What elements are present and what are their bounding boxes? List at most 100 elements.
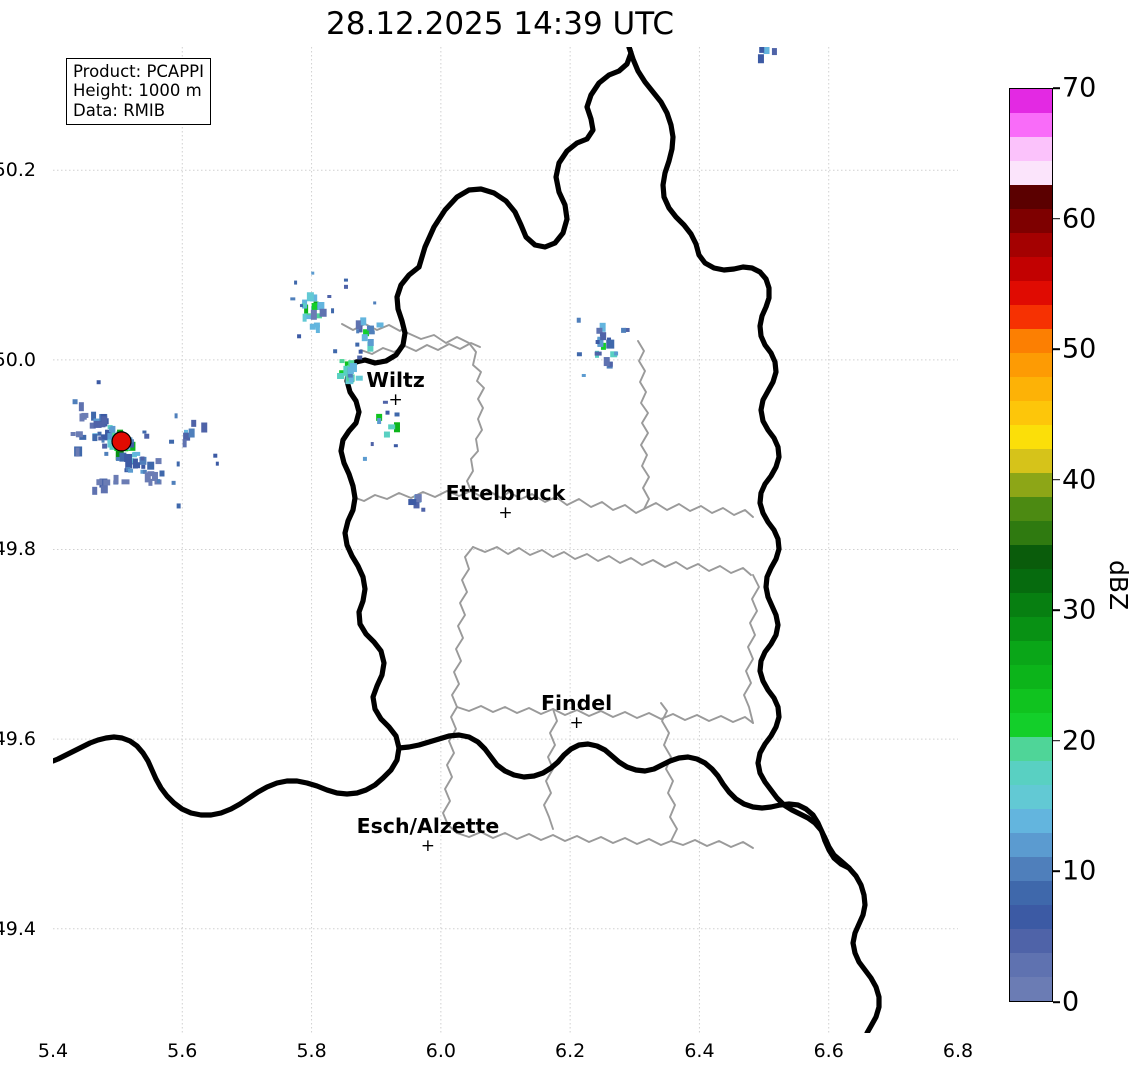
echo-pixel xyxy=(147,471,155,477)
echo-pixel xyxy=(606,339,615,349)
echo-pixel xyxy=(311,303,320,311)
colorbar-band xyxy=(1010,137,1052,161)
echo-pixel xyxy=(348,375,354,383)
echo-pixel xyxy=(100,485,108,494)
echo-pixel xyxy=(306,315,312,320)
city-marker-icon: + xyxy=(420,835,436,856)
colorbar-tickmark xyxy=(1053,1001,1060,1003)
city-label-wiltz: Wiltz + xyxy=(366,368,424,411)
colorbar-tickmark xyxy=(1053,740,1060,742)
y-axis-labels: 49.4 49.6 49.8 50.0 50.2 xyxy=(0,47,46,1033)
echo-pixel xyxy=(413,501,420,509)
echo-pixel xyxy=(130,441,135,448)
colorbar-band xyxy=(1010,185,1052,209)
echo-pixel xyxy=(133,451,141,456)
city-marker-icon: + xyxy=(569,713,584,734)
echo-pixel xyxy=(759,47,765,53)
echo-pixel xyxy=(157,479,161,484)
colorbar-tickmark xyxy=(1053,609,1060,612)
radar-map[interactable]: Product: PCAPPI Height: 1000 m Data: RMI… xyxy=(53,47,958,1033)
echo-pixel xyxy=(347,367,354,375)
radar-map-canvas[interactable] xyxy=(53,47,958,1033)
echo-pixel xyxy=(367,338,374,346)
echo-pixel xyxy=(183,432,191,441)
echo-pixel xyxy=(144,433,150,439)
colorbar-band xyxy=(1010,785,1052,809)
echo-pixel xyxy=(388,424,396,430)
echo-pixel xyxy=(290,297,296,301)
colorbar-band xyxy=(1010,617,1052,641)
echo-pixel xyxy=(385,410,390,415)
national-border-west xyxy=(53,264,422,818)
echo-pixel xyxy=(72,399,78,405)
city-name: Findel xyxy=(540,691,613,716)
echo-pixel xyxy=(607,361,613,367)
colorbar-band xyxy=(1010,521,1052,545)
colorbar-band xyxy=(1010,593,1052,617)
national-border xyxy=(416,47,634,270)
colorbar-band xyxy=(1010,257,1052,281)
echo-pixel xyxy=(610,351,618,358)
echo-pixel xyxy=(576,352,582,357)
echo-pixel xyxy=(176,461,180,467)
echo-pixel xyxy=(115,456,120,461)
echo-pixel xyxy=(595,339,600,344)
colorbar[interactable] xyxy=(1009,88,1053,1002)
echo-pixel xyxy=(188,428,195,438)
colorbar-tick-label: 30 xyxy=(1062,594,1097,626)
echo-pixel xyxy=(124,453,133,462)
echo-pixel xyxy=(125,461,133,469)
echo-pixel xyxy=(357,355,363,360)
echo-pixel xyxy=(125,467,130,472)
colorbar-band xyxy=(1010,905,1052,929)
colorbar-band xyxy=(1010,833,1052,857)
gridlines xyxy=(53,47,958,1033)
echo-pixel xyxy=(141,464,146,469)
echo-pixel xyxy=(355,320,361,330)
radar-site-dot[interactable] xyxy=(111,431,132,452)
echo-pixel xyxy=(132,458,138,469)
colorbar-band xyxy=(1010,161,1052,185)
echo-pixel xyxy=(757,54,764,64)
echo-pixel xyxy=(373,301,377,305)
echo-pixel xyxy=(310,309,317,320)
echo-pixel xyxy=(75,431,83,438)
echo-pixel xyxy=(92,486,98,495)
echo-pixel xyxy=(299,304,303,308)
echo-pixel xyxy=(594,351,602,356)
echo-pixel xyxy=(763,47,770,55)
echo-pixel xyxy=(311,271,315,275)
echo-pixel xyxy=(367,341,374,352)
echo-pixel xyxy=(368,330,375,335)
echo-pixel xyxy=(597,337,604,347)
echo-pixel xyxy=(600,332,607,341)
echo-pixel xyxy=(771,48,777,56)
echo-pixel xyxy=(382,400,388,404)
echo-pixel xyxy=(139,456,147,465)
colorbar-band xyxy=(1010,569,1052,593)
echo-pixel xyxy=(215,461,219,466)
colorbar-band xyxy=(1010,377,1052,401)
echo-pixel xyxy=(97,431,102,436)
x-tick-label: 5.4 xyxy=(37,1040,69,1062)
echo-pixel xyxy=(201,422,208,433)
echo-pixel xyxy=(306,292,314,302)
city-name: Esch/Alzette xyxy=(356,813,500,838)
echo-pixel xyxy=(607,337,612,342)
echo-pixel xyxy=(414,494,422,503)
city-marker-icon: + xyxy=(388,390,403,411)
colorbar-band xyxy=(1010,449,1052,473)
colorbar-band xyxy=(1010,209,1052,233)
echo-pixel xyxy=(155,458,162,465)
x-tick-label: 6.2 xyxy=(555,1040,586,1062)
colorbar-band xyxy=(1010,953,1052,977)
colorbar-tick-label: 0 xyxy=(1062,986,1080,1018)
echo-pixel xyxy=(294,280,298,285)
echo-pixel xyxy=(366,325,374,331)
y-tick-label: 49.4 xyxy=(0,917,36,940)
echo-pixel xyxy=(344,361,349,368)
colorbar-band xyxy=(1010,545,1052,569)
echo-pixel xyxy=(79,413,85,422)
colorbar-band xyxy=(1010,641,1052,665)
y-tick-label: 50.2 xyxy=(0,159,36,182)
